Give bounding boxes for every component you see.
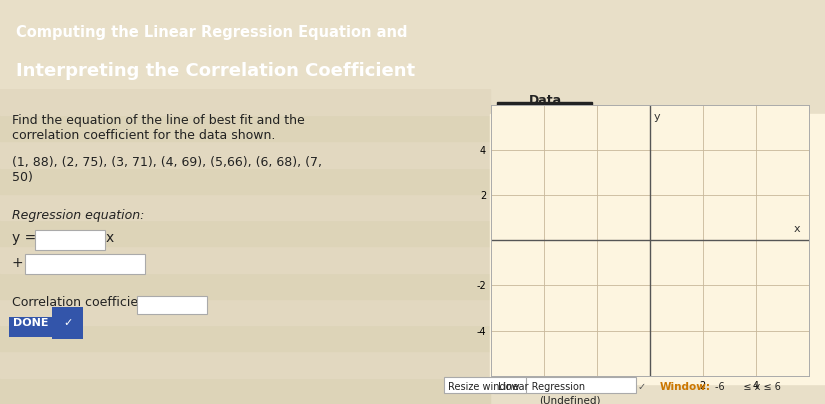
- Bar: [0, 378, 490, 404]
- FancyBboxPatch shape: [137, 296, 207, 314]
- Bar: [0, 299, 490, 325]
- Text: Interpreting the Correlation Coefficient: Interpreting the Correlation Coefficient: [16, 62, 416, 80]
- FancyBboxPatch shape: [444, 377, 526, 393]
- Bar: [0, 115, 490, 141]
- Bar: [0, 351, 490, 378]
- Bar: [0, 246, 490, 273]
- Text: y =: y =: [12, 231, 40, 245]
- Bar: [497, 102, 592, 124]
- Text: (1, 88), (2, 75), (3, 71), (4, 69), (5,66), (6, 68), (7,
50): (1, 88), (2, 75), (3, 71), (4, 69), (5,6…: [12, 156, 322, 184]
- Text: Resize window: Resize window: [448, 382, 520, 392]
- FancyBboxPatch shape: [9, 317, 63, 337]
- Bar: [0, 325, 490, 351]
- Bar: [0, 168, 490, 194]
- Text: y: y: [653, 112, 660, 122]
- Bar: [0, 273, 490, 299]
- Text: -6      ≤ x ≤ 6: -6 ≤ x ≤ 6: [715, 382, 781, 392]
- Text: Linear Regression: Linear Regression: [498, 382, 585, 392]
- Text: Regression equation:: Regression equation:: [12, 209, 144, 222]
- Bar: [0, 141, 490, 168]
- FancyBboxPatch shape: [25, 254, 145, 274]
- Text: x: x: [106, 231, 114, 245]
- Text: x: x: [520, 106, 528, 119]
- FancyBboxPatch shape: [494, 377, 636, 393]
- Bar: [0, 89, 490, 115]
- Text: Computing the Linear Regression Equation and: Computing the Linear Regression Equation…: [16, 25, 408, 40]
- Bar: [0, 194, 490, 220]
- Text: ✓: ✓: [638, 382, 646, 392]
- Text: Data: Data: [529, 94, 562, 107]
- Text: DONE: DONE: [13, 318, 49, 328]
- Text: Find the equation of the line of best fit and the
correlation coefficient for th: Find the equation of the line of best fi…: [12, 114, 304, 142]
- Text: ✓: ✓: [63, 318, 73, 328]
- Text: y: y: [563, 106, 571, 119]
- FancyBboxPatch shape: [35, 230, 105, 250]
- Text: (Undefined): (Undefined): [540, 396, 601, 404]
- Text: Correlation coefficient:: Correlation coefficient:: [12, 296, 155, 309]
- Text: +: +: [12, 256, 28, 270]
- Bar: [490, 114, 825, 384]
- Text: Window:: Window:: [660, 382, 711, 392]
- Text: x: x: [794, 223, 800, 234]
- Bar: [0, 220, 490, 246]
